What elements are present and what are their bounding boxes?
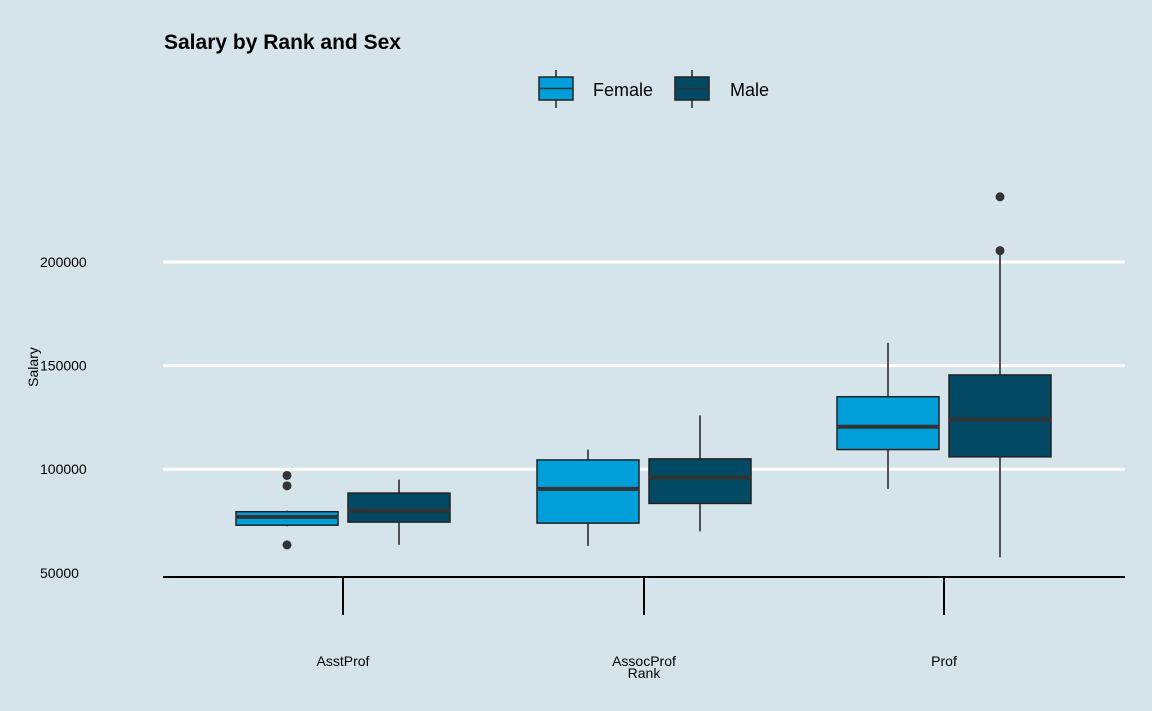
box-plots — [235, 192, 1052, 558]
outlier-point — [282, 540, 292, 550]
gridlines — [163, 260, 1125, 471]
box-male-assocprof — [648, 415, 752, 532]
x-tick-label: Prof — [931, 653, 957, 669]
legend-label: Male — [730, 80, 769, 100]
box-body — [836, 395, 940, 451]
y-axis-title: Salary — [25, 347, 41, 387]
box-body — [536, 459, 640, 524]
x-tick-label: AsstProf — [317, 653, 370, 669]
outlier-point — [995, 246, 1005, 256]
box-female-assocprof — [536, 449, 640, 546]
box-male-asstprof — [347, 479, 451, 545]
legend-label: Female — [593, 80, 653, 100]
legend-item-female: Female — [538, 70, 653, 108]
box-body — [347, 492, 451, 523]
box-male-prof — [948, 192, 1052, 558]
box-female-prof — [836, 342, 940, 489]
y-tick-label: 150000 — [40, 358, 87, 374]
x-axis-title: Rank — [628, 665, 662, 681]
chart-title: Salary by Rank and Sex — [164, 31, 401, 54]
y-tick-label: 100000 — [40, 461, 87, 477]
y-tick-label: 50000 — [40, 565, 79, 581]
box-body — [648, 458, 752, 505]
x-tick-label: AssocProf — [612, 653, 676, 669]
outlier-point — [282, 481, 292, 491]
y-axis-ticks: 50000 100000 150000 200000 — [40, 254, 87, 581]
box-female-asstprof — [235, 470, 339, 550]
legend-item-male: Male — [674, 70, 769, 108]
outlier-point — [995, 192, 1005, 202]
legend: Female Male — [538, 70, 769, 108]
x-axis: AsstProf AssocProf Prof — [163, 576, 1125, 669]
box-body — [948, 374, 1052, 458]
outlier-point — [282, 470, 292, 480]
y-tick-label: 200000 — [40, 254, 87, 270]
